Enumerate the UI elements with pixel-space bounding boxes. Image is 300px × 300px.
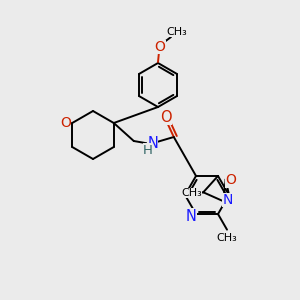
Text: O: O bbox=[60, 116, 71, 130]
Text: O: O bbox=[160, 110, 172, 124]
Text: N: N bbox=[186, 208, 196, 224]
Text: H: H bbox=[143, 143, 153, 157]
Text: CH₃: CH₃ bbox=[167, 27, 188, 37]
Text: N: N bbox=[222, 193, 233, 207]
Text: N: N bbox=[186, 208, 196, 224]
Text: CH₃: CH₃ bbox=[181, 188, 202, 198]
Text: N: N bbox=[147, 136, 158, 152]
Text: CH₃: CH₃ bbox=[217, 232, 237, 243]
Text: O: O bbox=[154, 40, 165, 54]
Text: O: O bbox=[225, 173, 236, 188]
